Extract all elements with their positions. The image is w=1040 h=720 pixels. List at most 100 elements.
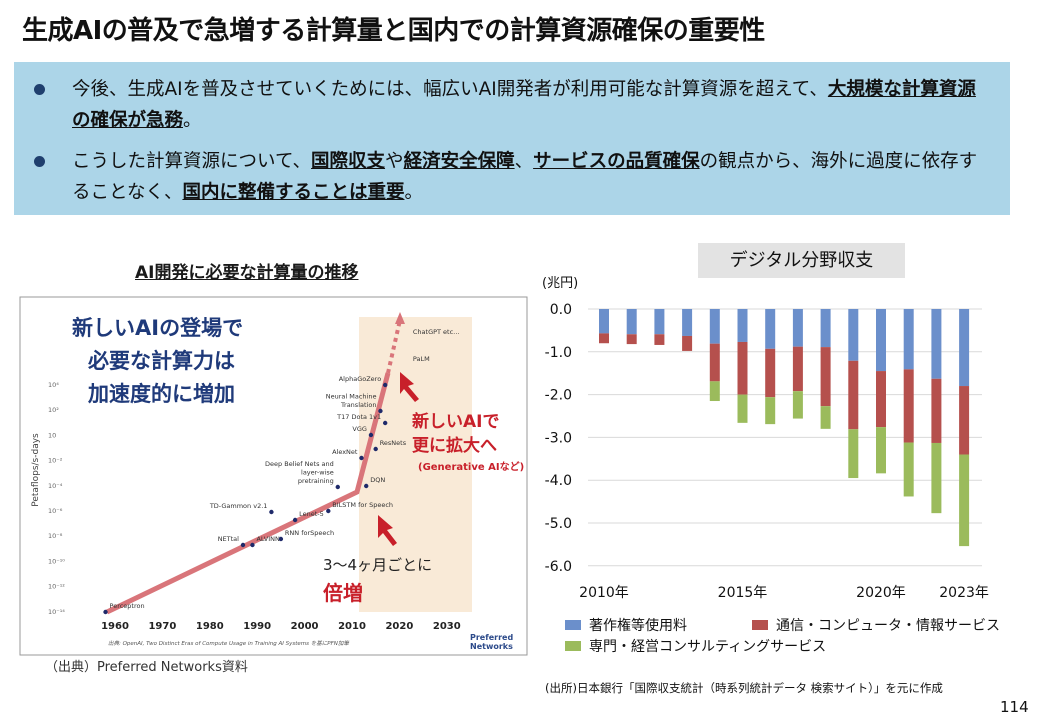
y-tick-label: 10⁻⁴ [48, 482, 63, 490]
data-point-label: AlexNet [332, 448, 358, 456]
bullet-text: こうした計算資源について、 [72, 151, 312, 172]
data-point [250, 542, 255, 548]
x-tick-label: 1990 [243, 621, 271, 632]
x-tick-label: 1980 [196, 621, 224, 632]
bar-segment-1 [959, 309, 970, 387]
bar-segment-1 [931, 309, 942, 379]
bar-segment-2 [931, 378, 942, 443]
x-tick-label: 2015年 [718, 585, 768, 601]
legend-item: 著作権等使用料 [565, 614, 826, 635]
bullet-emphasis: 国内に整備することは重要 [182, 182, 405, 203]
data-point-label: Perceptron [110, 602, 145, 610]
bullet-dot-icon [34, 84, 45, 95]
x-tick-label: 1960 [101, 621, 129, 632]
bar-segment-2 [654, 334, 665, 345]
callout-new-ai: 新しいAIで 更に拡大へ [412, 411, 505, 456]
data-point-label: PaLM [413, 355, 430, 363]
callout-doubling: 倍増 [323, 581, 363, 605]
bullet-text: 、 [514, 151, 534, 172]
bar-segment-1 [626, 309, 637, 335]
bar-segment-2 [709, 343, 720, 382]
arrow-icon [400, 372, 419, 402]
data-point-label: ResNets [380, 439, 407, 447]
bullet-text: 今後、生成AIを普及させていくためには、幅広いAI開発者が利用可能な計算資源を超… [72, 79, 828, 100]
data-point-label: BILSTM for Speech [332, 501, 393, 509]
y-tick-label: -1.0 [545, 345, 572, 361]
data-point [278, 536, 284, 542]
data-point-label: Deep Belief Nets and layer-wise pretrainin… [265, 460, 334, 485]
data-point-label: RNN forSpeech [285, 529, 334, 537]
data-point [373, 446, 378, 452]
bullet-2: こうした計算資源について、国際収支や経済安全保障、サービスの品質確保の観点から、… [34, 146, 984, 208]
data-point [335, 484, 340, 490]
x-tick-label: 2023年 [939, 585, 989, 601]
page-number: 114 [1000, 698, 1029, 716]
summary-box: 今後、生成AIを普及させていくためには、幅広いAI開発者が利用可能な計算資源を超… [14, 62, 1010, 215]
bar-segment-1 [737, 309, 748, 342]
bar-segment-3 [792, 391, 803, 419]
bullet-dot-icon [34, 156, 45, 167]
y-axis-unit: (兆円) [542, 276, 579, 291]
digital-balance-chart: 0.0 -1.0 -2.0 -3.0 -4.0 -5.0 -6.0 2010年 2015年 202… [545, 302, 989, 601]
bar-segment-3 [903, 442, 914, 497]
bar-segment-2 [626, 334, 637, 345]
bar-segment-1 [709, 309, 720, 344]
y-tick-label: -5.0 [545, 516, 572, 532]
data-point [368, 432, 374, 438]
legend-label: 通信・コンピュータ・情報サービス [776, 617, 1000, 634]
x-tick-label: 2020年 [856, 585, 906, 601]
bullet-1: 今後、生成AIを普及させていくためには、幅広いAI開発者が利用可能な計算資源を超… [34, 74, 984, 136]
callout-generative: (Generative AIなど) [418, 460, 524, 473]
bullet-emphasis: 経済安全保障 [403, 151, 515, 172]
bar-segment-2 [959, 386, 970, 455]
chart-legend: 著作権等使用料 専門・経営コンサルティングサービス [565, 614, 826, 656]
data-point-label: NETtal [218, 535, 239, 543]
y-tick-label: 10⁻¹⁴ [48, 608, 65, 616]
data-point-label: DQN [370, 476, 385, 484]
data-point [103, 609, 108, 615]
y-tick-label: 10⁴ [48, 381, 59, 389]
bar-segment-1 [848, 309, 859, 361]
y-tick-label: 0.0 [550, 302, 572, 318]
x-ticks: 1960 1970 1980 1990 2000 2010 2020 2030 [101, 621, 461, 632]
bar-segment-3 [737, 394, 748, 423]
data-point-label: ChatGPT etc… [413, 328, 460, 336]
recent-era-shade [359, 317, 472, 612]
page-title: 生成AIの普及で急増する計算量と国内での計算資源確保の重要性 [22, 16, 765, 46]
bar-segment-3 [959, 454, 970, 547]
bullet-text: 。 [404, 182, 423, 203]
data-point [359, 455, 364, 461]
bar-segment-2 [848, 360, 859, 430]
bar-segment-1 [876, 309, 886, 372]
bar-segment-3 [931, 442, 942, 514]
legend-swatch [565, 619, 581, 630]
bar-segment-2 [599, 333, 609, 344]
y-tick-label: 10 [48, 431, 56, 439]
x-tick-label: 2030 [433, 621, 461, 632]
x-tick-label: 2010 [338, 621, 366, 632]
bar-segment-1 [599, 309, 609, 334]
data-point [364, 483, 369, 489]
legend-item: 専門・経営コンサルティングサービス [565, 635, 826, 656]
bullet-emphasis: 国際収支 [311, 151, 386, 172]
data-point [382, 420, 388, 426]
y-tick-label: 10² [48, 406, 59, 414]
pfn-logo: Preferred [470, 633, 513, 642]
arrow-icon [378, 515, 397, 546]
data-point-label: VGG [352, 425, 367, 433]
data-point-label: T17 Dota 1v1 [336, 413, 381, 421]
pfn-logo-line2: Networks [470, 642, 513, 651]
data-point [382, 382, 388, 388]
data-point-label: Neural Machine Translation [326, 393, 377, 410]
bar-segment-2 [903, 369, 914, 443]
left-figure-source: （出典）Preferred Networks資料 [45, 660, 248, 675]
y-tick-label: 10⁻⁸ [48, 532, 63, 540]
arrow-up-icon [395, 312, 405, 324]
left-figure-heading: AI開発に必要な計算量の推移 [135, 263, 359, 283]
bullet-emphasis: 大規模な計算資源の確保が急務 [72, 79, 976, 131]
data-point-label: AlphaGoZero [339, 375, 381, 383]
y-axis-label: Petaflops/s-days [31, 433, 41, 507]
bar-segment-3 [709, 381, 720, 402]
legend-item: 通信・コンピュータ・情報サービス [752, 614, 1000, 635]
data-point [326, 508, 331, 514]
